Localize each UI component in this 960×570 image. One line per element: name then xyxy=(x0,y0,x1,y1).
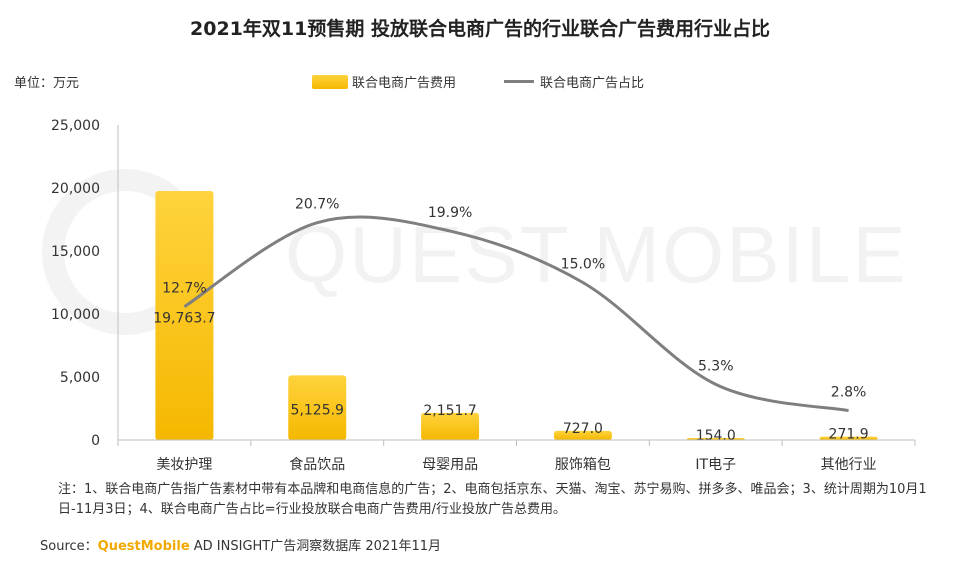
source-brand: QuestMobile xyxy=(97,539,190,554)
x-tick-label: 其他行业 xyxy=(821,457,877,473)
source: Source：QuestMobile AD INSIGHT广告洞察数据库 202… xyxy=(40,535,441,554)
data-labels: 19,763.7 5,125.9 2,151.7 727.0 154.0 271.9 12.… xyxy=(153,197,868,444)
chart-title: 2021年双11预售期 投放联合电商广告的行业联合广告费用行业占比 xyxy=(190,18,770,40)
y-tick-label: 5,000 xyxy=(60,370,100,386)
bar-value-label: 19,763.7 xyxy=(153,310,215,326)
legend-bar-label: 联合电商广告费用 xyxy=(352,76,457,91)
watermark-text: QUEST MOBILE xyxy=(285,210,908,299)
x-tick-label: 美妆护理 xyxy=(156,457,212,473)
legend-bar-swatch xyxy=(312,74,348,89)
line-value-label: 19.9% xyxy=(428,205,472,221)
bar-value-label: 727.0 xyxy=(563,421,603,437)
y-tick-label: 10,000 xyxy=(51,307,100,323)
bar xyxy=(288,375,347,440)
bars xyxy=(155,190,878,440)
legend-line-label: 联合电商广告占比 xyxy=(540,76,645,91)
y-tick-label: 20,000 xyxy=(51,181,100,197)
legend-line-swatch xyxy=(504,80,535,83)
source-rest: AD INSIGHT广告洞察数据库 2021年11月 xyxy=(189,539,442,554)
bar-value-label: 154.0 xyxy=(696,428,736,444)
x-axis: 美妆护理 食品饮品 母婴用品 服饰箱包 IT电子 其他行业 xyxy=(117,439,916,473)
legend: 联合电商广告费用 联合电商广告占比 xyxy=(312,72,644,91)
line-value-label: 20.7% xyxy=(295,197,339,213)
line-value-label: 5.3% xyxy=(698,358,734,374)
bar-value-label: 2,151.7 xyxy=(423,403,476,419)
line-value-label: 12.7% xyxy=(162,281,206,297)
ratio-line xyxy=(183,215,849,413)
line-value-label: 15.0% xyxy=(561,257,605,273)
bar-value-label: 271.9 xyxy=(829,427,869,443)
footnote: 注：1、联合电商广告指广告素材中带有本品牌和电商信息的广告；2、电商包括京东、天… xyxy=(58,482,927,517)
bar xyxy=(819,436,878,440)
y-axis: 0 5,000 10,000 15,000 20,000 25,000 xyxy=(51,118,119,449)
bar xyxy=(421,412,480,440)
bar-value-label: 5,125.9 xyxy=(291,403,344,419)
bar xyxy=(155,190,214,440)
source-prefix: Source： xyxy=(40,539,98,554)
x-tick-label: 食品饮品 xyxy=(289,456,345,473)
y-tick-label: 25,000 xyxy=(51,118,100,134)
watermark: QUEST MOBILE xyxy=(42,169,908,335)
unit-label: 单位：万元 xyxy=(14,76,80,91)
x-tick-label: IT电子 xyxy=(695,457,736,473)
y-tick-label: 0 xyxy=(91,433,100,449)
y-tick-label: 15,000 xyxy=(51,244,100,260)
x-tick-label: 母婴用品 xyxy=(422,457,478,473)
x-tick-label: 服饰箱包 xyxy=(555,457,611,473)
bar xyxy=(553,430,612,440)
line-value-label: 2.8% xyxy=(831,385,867,401)
